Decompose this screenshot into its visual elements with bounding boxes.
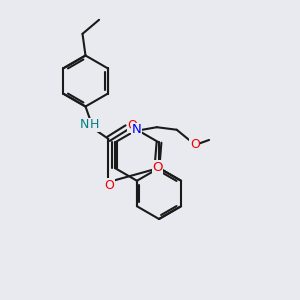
Text: O: O — [190, 138, 200, 151]
Text: O: O — [127, 119, 137, 132]
Text: H: H — [90, 118, 99, 131]
Text: N: N — [132, 123, 142, 136]
Text: O: O — [152, 161, 163, 174]
Text: N: N — [79, 118, 89, 131]
Text: O: O — [104, 178, 114, 191]
